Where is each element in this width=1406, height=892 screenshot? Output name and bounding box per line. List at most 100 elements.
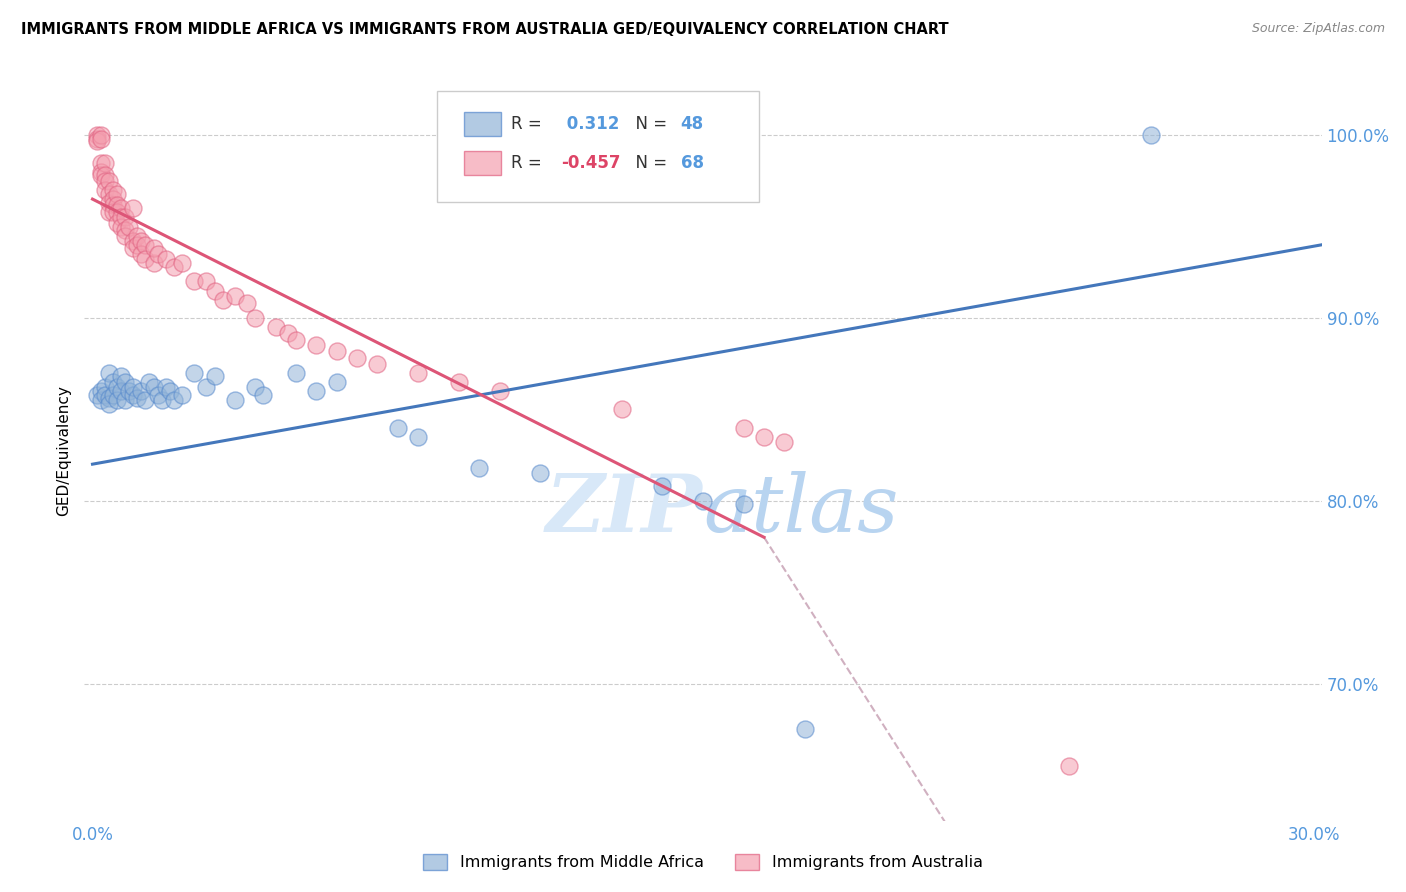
Point [468, 460, 491, 475]
Point [170, 387, 193, 401]
Point [245, 310, 267, 325]
Point [114, 375, 136, 389]
Point [93, 155, 115, 169]
Point [325, 375, 347, 389]
Point [97, 392, 120, 406]
Point [183, 274, 205, 288]
Point [204, 284, 226, 298]
Point [406, 430, 429, 444]
Point [93, 380, 115, 394]
Point [105, 393, 128, 408]
Point [447, 375, 470, 389]
Text: 68: 68 [681, 154, 704, 172]
Point [163, 260, 186, 274]
Point [134, 252, 156, 267]
Point [150, 393, 173, 408]
FancyBboxPatch shape [464, 152, 502, 175]
Point [93, 169, 115, 183]
Point [211, 293, 233, 307]
Point [610, 402, 633, 417]
Point [204, 369, 226, 384]
Point [110, 369, 132, 384]
Point [224, 393, 246, 408]
Point [97, 397, 120, 411]
Point [101, 375, 124, 389]
Point [122, 387, 145, 401]
Point [110, 219, 132, 234]
Point [105, 216, 128, 230]
Text: 0.312: 0.312 [561, 115, 619, 133]
Point [110, 384, 132, 398]
Point [101, 192, 124, 206]
Point [163, 393, 186, 408]
Point [127, 228, 149, 243]
Legend: Immigrants from Middle Africa, Immigrants from Australia: Immigrants from Middle Africa, Immigrant… [416, 847, 990, 877]
Point [285, 366, 308, 380]
Point [105, 186, 128, 201]
Point [305, 338, 328, 352]
Point [236, 296, 259, 310]
Point [1139, 128, 1161, 142]
FancyBboxPatch shape [437, 91, 759, 202]
Text: Source: ZipAtlas.com: Source: ZipAtlas.com [1251, 22, 1385, 36]
Point [122, 234, 145, 248]
Point [183, 366, 205, 380]
Point [252, 387, 274, 401]
Text: atlas: atlas [703, 471, 898, 549]
Text: ZIP: ZIP [546, 471, 703, 549]
Point [387, 420, 409, 434]
Y-axis label: GED/Equivalency: GED/Equivalency [56, 385, 72, 516]
Point [97, 186, 120, 201]
Point [110, 211, 132, 225]
Point [118, 219, 141, 234]
Point [114, 393, 136, 408]
Point [155, 252, 177, 267]
Point [93, 174, 115, 188]
Point [122, 242, 145, 256]
Point [86, 387, 108, 401]
FancyBboxPatch shape [464, 112, 502, 136]
Point [86, 132, 108, 146]
Point [1059, 759, 1081, 773]
Point [346, 351, 368, 366]
Text: 48: 48 [681, 115, 704, 133]
Point [752, 430, 775, 444]
Point [325, 343, 347, 358]
Point [90, 393, 112, 408]
Point [101, 205, 124, 219]
Point [264, 320, 287, 334]
Point [105, 380, 128, 394]
Point [142, 256, 165, 270]
Point [114, 228, 136, 243]
Point [86, 134, 108, 148]
Point [146, 247, 169, 261]
Point [277, 326, 299, 340]
Point [90, 128, 112, 142]
Point [529, 467, 551, 481]
Point [97, 174, 120, 188]
Point [159, 384, 181, 398]
Point [114, 211, 136, 225]
Point [90, 384, 112, 398]
Point [155, 380, 177, 394]
Point [105, 197, 128, 211]
Point [90, 164, 112, 178]
Point [110, 201, 132, 215]
Point [651, 479, 673, 493]
Point [131, 234, 153, 248]
Point [142, 242, 165, 256]
Point [245, 380, 267, 394]
Point [733, 420, 755, 434]
Point [97, 195, 120, 210]
Point [773, 435, 796, 450]
Point [122, 380, 145, 394]
Point [101, 183, 124, 197]
Point [131, 384, 153, 398]
Point [101, 387, 124, 401]
Point [134, 237, 156, 252]
Point [733, 497, 755, 511]
Point [127, 237, 149, 252]
Point [97, 205, 120, 219]
Point [142, 380, 165, 394]
Text: R =: R = [512, 115, 547, 133]
